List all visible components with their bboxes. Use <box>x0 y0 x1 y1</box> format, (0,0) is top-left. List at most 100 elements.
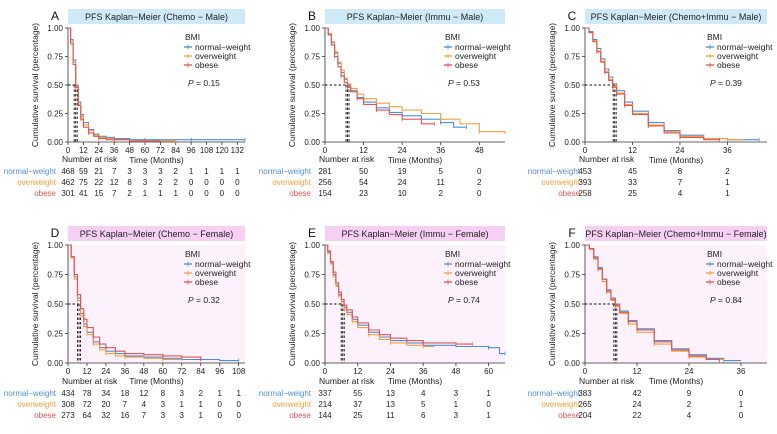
risk-cell: 0 <box>217 400 222 409</box>
legend-title: BMI <box>445 32 460 42</box>
plot-background <box>68 245 245 363</box>
risk-cell: 2 <box>477 178 482 187</box>
title-strip <box>325 226 505 241</box>
risk-cell: 1 <box>486 389 491 398</box>
survival-curve-obese <box>585 27 720 141</box>
risk-cell: 4 <box>142 400 147 409</box>
risk-cell: 12 <box>139 389 148 398</box>
risk-cell: 2 <box>438 189 443 198</box>
y-tick-label: 0.00 <box>47 359 63 368</box>
title-strip <box>585 9 767 24</box>
risk-cell: 20 <box>101 400 110 409</box>
y-tick-label: 0.50 <box>564 300 580 309</box>
x-tick-label: 120 <box>215 146 229 155</box>
legend-title: BMI <box>707 249 722 259</box>
risk-row-label: obese <box>289 189 311 198</box>
x-tick-label: 60 <box>484 367 493 376</box>
risk-cell: 75 <box>79 178 88 187</box>
risk-cell: 214 <box>318 400 332 409</box>
legend-label: overweight <box>455 268 497 278</box>
x-tick-label: 48 <box>451 367 460 376</box>
y-tick-label: 0.50 <box>47 81 63 90</box>
p-symbol: P <box>448 295 454 305</box>
y-tick-label: 1.00 <box>304 24 320 33</box>
panel-letter: B <box>308 9 316 23</box>
risk-cell: 154 <box>318 189 332 198</box>
x-tick-label: 0 <box>583 367 588 376</box>
x-tick-label: 0 <box>323 146 328 155</box>
y-tick-label: 0.75 <box>47 271 63 280</box>
risk-cell: 78 <box>83 389 92 398</box>
title-strip <box>325 9 505 24</box>
p-value: P = 0.74 <box>448 295 480 305</box>
panel-letter: F <box>568 226 575 240</box>
p-value-text: = 0.84 <box>716 295 743 305</box>
y-tick-label: 0.25 <box>564 330 580 339</box>
risk-cell: 13 <box>386 400 395 409</box>
x-tick-label: 84 <box>171 146 180 155</box>
y-tick-label: 0.00 <box>564 138 580 147</box>
legend-title: BMI <box>707 32 722 42</box>
risk-cell: 1 <box>189 167 194 176</box>
risk-cell: 16 <box>120 411 129 420</box>
risk-row-label: overweight <box>541 178 580 187</box>
x-axis-label: Time (Months) <box>649 376 704 386</box>
panel-f: PFS Kaplan−Meier (Chemo+Immu − Female) F 0… <box>528 226 773 420</box>
title-strip <box>68 9 245 24</box>
risk-cell: 10 <box>398 189 407 198</box>
panel-letter: D <box>51 226 60 240</box>
risk-row-label: normal−weight <box>4 389 57 398</box>
risk-cell: 2 <box>725 167 730 176</box>
risk-cell: 50 <box>359 167 368 176</box>
risk-row-label: normal−weight <box>259 167 312 176</box>
x-tick-label: 132 <box>231 146 245 155</box>
risk-cell: 22 <box>633 411 642 420</box>
x-tick-label: 36 <box>120 367 129 376</box>
risk-cell: 144 <box>318 411 332 420</box>
risk-cell: 42 <box>633 389 642 398</box>
risk-row-label: obese <box>558 411 580 420</box>
title-strip <box>68 226 245 241</box>
legend-label: normal−weight <box>195 259 251 269</box>
risk-cell: 273 <box>61 411 75 420</box>
risk-cell: 393 <box>578 178 592 187</box>
x-tick-label: 36 <box>436 146 445 155</box>
risk-cell: 3 <box>161 411 166 420</box>
risk-cell: 8 <box>161 389 166 398</box>
risk-row-label: normal−weight <box>528 167 581 176</box>
risk-cell: 1 <box>199 400 204 409</box>
legend-title: BMI <box>185 249 200 259</box>
risk-cell: 1 <box>217 389 222 398</box>
risk-table-header: Number at risk <box>62 154 118 164</box>
risk-cell: 204 <box>578 411 592 420</box>
risk-cell: 34 <box>101 389 110 398</box>
risk-cell: 1 <box>174 189 179 198</box>
y-tick-label: 0.25 <box>47 330 63 339</box>
risk-cell: 462 <box>61 178 75 187</box>
x-tick-label: 24 <box>398 146 407 155</box>
risk-cell: 21 <box>94 167 103 176</box>
risk-cell: 0 <box>217 411 222 420</box>
risk-cell: 3 <box>180 411 185 420</box>
risk-row-label: overweight <box>541 400 580 409</box>
risk-cell: 2 <box>174 178 179 187</box>
risk-cell: 337 <box>318 389 332 398</box>
legend-label: normal−weight <box>455 42 511 52</box>
risk-cell: 41 <box>79 189 88 198</box>
risk-cell: 5 <box>438 167 443 176</box>
panel-letter: A <box>51 9 59 23</box>
survival-curve-obese <box>325 27 435 125</box>
risk-cell: 3 <box>454 389 459 398</box>
y-tick-label: 0.00 <box>304 138 320 147</box>
risk-cell: 11 <box>437 178 446 187</box>
p-symbol: P <box>188 295 194 305</box>
y-tick-label: 0.25 <box>564 110 580 119</box>
risk-table-header: Number at risk <box>319 376 375 386</box>
risk-cell: 4 <box>678 189 683 198</box>
x-tick-label: 12 <box>79 146 88 155</box>
risk-table-header: Number at risk <box>579 154 635 164</box>
y-tick-label: 0.00 <box>47 138 63 147</box>
risk-row-label: obese <box>34 189 56 198</box>
plot-background <box>68 28 245 142</box>
panel-c: PFS Kaplan−Meier (Chemo+Immu − Male) C 0.0… <box>528 9 773 198</box>
